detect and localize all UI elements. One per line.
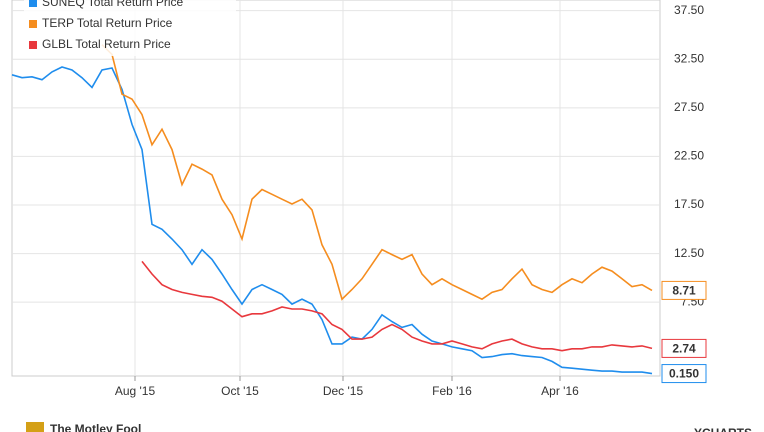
y-tick-label: 17.50 [674, 197, 704, 211]
x-tick-label: Aug '15 [115, 384, 156, 398]
end-label-box [661, 364, 707, 384]
end-label: 0.150 [661, 364, 707, 384]
footer-logo [26, 422, 44, 432]
end-label-text: 2.74 [672, 342, 696, 356]
footer-left: The Motley Fool [50, 422, 141, 432]
x-tick-label: Dec '15 [323, 384, 364, 398]
y-tick-label: 37.50 [674, 3, 704, 17]
end-label-box [661, 338, 707, 358]
legend-swatch [29, 20, 37, 28]
y-tick-label: 32.50 [674, 51, 704, 65]
series-line [101, 44, 653, 301]
x-tick-label: Oct '15 [221, 384, 259, 398]
legend-label: SUNEQ Total Return Price [42, 0, 183, 9]
series-line [141, 260, 653, 352]
x-tick-label: Apr '16 [541, 384, 579, 398]
y-tick-label: 22.50 [674, 149, 704, 163]
end-label: 8.71 [661, 280, 707, 300]
end-label-text: 0.150 [669, 367, 699, 381]
legend-swatch [29, 0, 37, 7]
y-tick-label: 27.50 [674, 100, 704, 114]
x-tick-label: Feb '16 [432, 384, 472, 398]
footer-right: YCHARTS [694, 426, 752, 432]
legend-swatch [29, 41, 37, 49]
legend-label: GLBL Total Return Price [42, 37, 171, 51]
end-label-box [661, 280, 707, 300]
legend-label: TERP Total Return Price [42, 16, 173, 30]
end-label-text: 8.71 [672, 284, 696, 298]
end-label: 2.74 [661, 338, 707, 358]
y-tick-label: 12.50 [674, 246, 704, 260]
legend-bg [24, 0, 236, 56]
plot-area [11, 0, 661, 377]
